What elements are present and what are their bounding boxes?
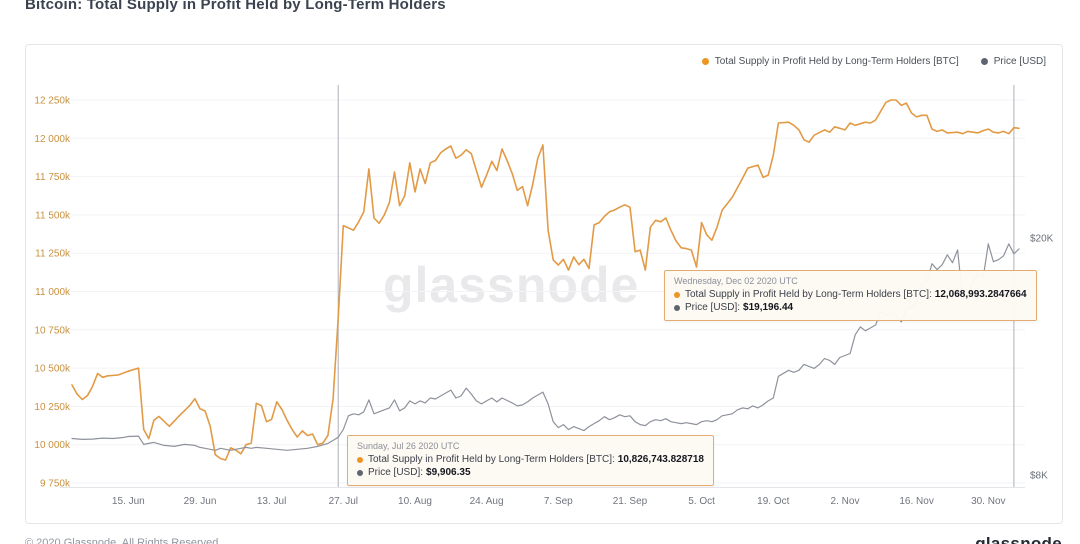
legend-item-price[interactable]: Price [USD] xyxy=(980,56,1046,67)
x-tick-label: 13. Jul xyxy=(257,496,286,507)
x-tick-label: 24. Aug xyxy=(470,496,504,507)
y-left-tick-label: 10 000k xyxy=(34,440,71,451)
x-tick-label: 10. Aug xyxy=(398,496,432,507)
legend-price-label: Price [USD] xyxy=(993,56,1046,67)
tooltip-date: Wednesday, Dec 02 2020 UTC xyxy=(674,276,798,286)
y-left-tick-label: 10 500k xyxy=(34,364,71,375)
y-left-tick-label: 10 750k xyxy=(34,325,71,336)
glassnode-watermark: glassnode xyxy=(383,257,640,313)
price-series-dot-icon xyxy=(980,58,988,65)
supply-series-dot-icon xyxy=(357,456,363,463)
tooltip-supply-row: Total Supply in Profit Held by Long-Term… xyxy=(357,453,704,466)
tooltip-supply-value: 10,826,743.828718 xyxy=(617,454,704,465)
supply-series-line xyxy=(71,99,1020,461)
copyright-text: © 2020 Glassnode. All Rights Reserved. xyxy=(25,537,222,544)
tooltip-supply-label: Total Supply in Profit Held by Long-Term… xyxy=(368,454,615,465)
price-series-dot-icon xyxy=(357,469,363,476)
tooltip-price-label: Price [USD]: xyxy=(368,467,424,478)
tooltip-price-value: $9,906.35 xyxy=(426,467,471,478)
tooltip-price-row: Price [USD]: $9,906.35 xyxy=(357,466,704,479)
tooltip-supply-row: Total Supply in Profit Held by Long-Term… xyxy=(674,288,1027,301)
x-tick-label: 27. Jul xyxy=(329,496,358,507)
tooltip-supply-value: 12,068,993.2847664 xyxy=(934,289,1027,300)
x-tick-label: 19. Oct xyxy=(757,496,789,507)
y-left-tick-label: 11 750k xyxy=(35,172,71,183)
tooltip-jul26: Sunday, Jul 26 2020 UTC Total Supply in … xyxy=(347,435,714,486)
supply-series-dot-icon xyxy=(674,291,680,298)
tooltip-date: Sunday, Jul 26 2020 UTC xyxy=(357,441,460,451)
legend-item-supply[interactable]: Total Supply in Profit Held by Long-Term… xyxy=(701,56,959,67)
tooltip-supply-label: Total Supply in Profit Held by Long-Term… xyxy=(685,289,932,300)
x-tick-label: 5. Oct xyxy=(688,496,715,507)
x-tick-label: 15. Jun xyxy=(112,496,145,507)
y-left-tick-label: 12 000k xyxy=(34,134,71,145)
x-tick-label: 2. Nov xyxy=(831,496,860,507)
supply-series-dot-icon xyxy=(701,58,709,65)
tooltip-dec02: Wednesday, Dec 02 2020 UTC Total Supply … xyxy=(664,270,1037,321)
price-series-dot-icon xyxy=(674,304,680,311)
glassnode-logo: glassnode xyxy=(975,534,1062,544)
tooltip-price-label: Price [USD]: xyxy=(685,302,741,313)
page-title: Bitcoin: Total Supply in Profit Held by … xyxy=(25,0,446,13)
x-tick-label: 16. Nov xyxy=(899,496,933,507)
tooltip-price-value: $19,196.44 xyxy=(743,302,794,313)
y-left-tick-label: 11 500k xyxy=(35,210,71,221)
y-left-tick-label: 12 250k xyxy=(34,96,71,107)
y-right-tick-label: $8K xyxy=(1030,471,1048,482)
y-right-tick-label: $20K xyxy=(1030,234,1054,245)
y-left-tick-label: 11 250k xyxy=(35,249,71,260)
x-tick-label: 7. Sep xyxy=(544,496,573,507)
x-tick-label: 29. Jun xyxy=(184,496,217,507)
chart-legend: Total Supply in Profit Held by Long-Term… xyxy=(701,56,1046,67)
x-tick-label: 21. Sep xyxy=(613,496,648,507)
y-left-tick-label: 9 750k xyxy=(40,479,71,490)
y-left-tick-label: 11 000k xyxy=(35,287,71,298)
legend-supply-label: Total Supply in Profit Held by Long-Term… xyxy=(714,56,959,67)
y-left-tick-label: 10 250k xyxy=(34,402,71,413)
tooltip-price-row: Price [USD]: $19,196.44 xyxy=(674,301,1027,314)
x-tick-label: 30. Nov xyxy=(971,496,1005,507)
